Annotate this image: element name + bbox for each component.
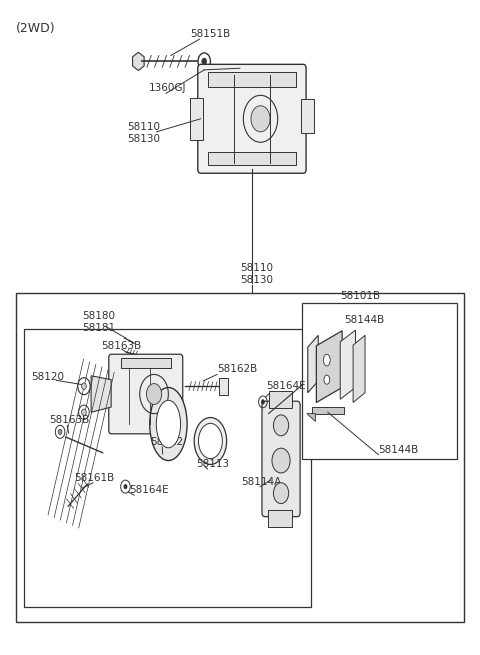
Bar bbox=[190, 98, 203, 140]
Ellipse shape bbox=[324, 375, 330, 384]
Circle shape bbox=[251, 105, 270, 132]
Text: 58151B: 58151B bbox=[190, 29, 230, 39]
Text: 58110: 58110 bbox=[127, 122, 160, 132]
Ellipse shape bbox=[194, 417, 227, 464]
Bar bbox=[16, 293, 464, 622]
FancyBboxPatch shape bbox=[262, 402, 300, 517]
Text: 58110: 58110 bbox=[240, 263, 273, 273]
Circle shape bbox=[272, 448, 290, 473]
Text: 58113: 58113 bbox=[196, 459, 229, 469]
Bar bbox=[269, 392, 291, 408]
Circle shape bbox=[146, 384, 162, 404]
Bar bbox=[120, 358, 171, 368]
Text: 58112: 58112 bbox=[150, 437, 183, 447]
Bar bbox=[208, 153, 296, 166]
Text: 58120: 58120 bbox=[31, 372, 64, 383]
Circle shape bbox=[261, 400, 265, 404]
Circle shape bbox=[82, 383, 86, 390]
Circle shape bbox=[274, 415, 288, 436]
Polygon shape bbox=[340, 330, 356, 400]
Bar bbox=[218, 378, 228, 395]
Text: 58101B: 58101B bbox=[340, 291, 380, 301]
Polygon shape bbox=[91, 376, 111, 412]
Ellipse shape bbox=[199, 423, 222, 458]
Text: (2WD): (2WD) bbox=[16, 22, 55, 35]
Polygon shape bbox=[316, 331, 342, 403]
Ellipse shape bbox=[156, 400, 180, 448]
Circle shape bbox=[274, 483, 288, 504]
Text: 58144B: 58144B bbox=[344, 315, 384, 325]
Text: 58181: 58181 bbox=[83, 323, 116, 333]
Text: 58114A: 58114A bbox=[241, 477, 281, 487]
Bar bbox=[208, 72, 296, 86]
Circle shape bbox=[202, 58, 206, 65]
Polygon shape bbox=[307, 413, 315, 421]
Polygon shape bbox=[353, 335, 365, 403]
Ellipse shape bbox=[150, 388, 187, 460]
Text: 58163B: 58163B bbox=[102, 341, 142, 351]
FancyBboxPatch shape bbox=[109, 354, 183, 434]
Text: 58130: 58130 bbox=[240, 275, 273, 285]
Circle shape bbox=[82, 409, 86, 415]
Text: 58162B: 58162B bbox=[217, 364, 257, 375]
Text: 58180: 58180 bbox=[83, 311, 116, 321]
Bar bbox=[24, 329, 311, 607]
Circle shape bbox=[58, 429, 62, 434]
Polygon shape bbox=[312, 407, 344, 413]
Text: 58163B: 58163B bbox=[49, 415, 89, 425]
FancyBboxPatch shape bbox=[198, 64, 306, 174]
Bar bbox=[302, 303, 457, 459]
Text: 58164E: 58164E bbox=[129, 485, 169, 495]
Text: 58161B: 58161B bbox=[74, 473, 114, 483]
Text: 58144B: 58144B bbox=[378, 445, 419, 455]
Polygon shape bbox=[308, 335, 318, 393]
Text: 58164E: 58164E bbox=[266, 381, 306, 392]
Ellipse shape bbox=[324, 354, 330, 366]
Text: 58130: 58130 bbox=[127, 134, 160, 143]
Circle shape bbox=[123, 484, 127, 489]
Bar bbox=[301, 99, 314, 133]
Text: 1360GJ: 1360GJ bbox=[148, 83, 186, 93]
Bar bbox=[268, 510, 292, 527]
